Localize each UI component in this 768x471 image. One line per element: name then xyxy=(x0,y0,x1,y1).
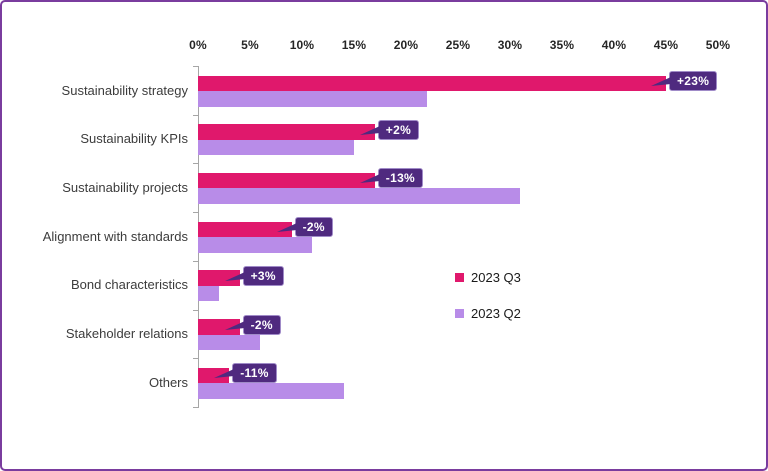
change-callout-label: +23% xyxy=(677,74,710,88)
change-callout-label: -11% xyxy=(240,366,269,381)
x-tick-label: 30% xyxy=(497,38,523,52)
callout-arrow-icon xyxy=(224,271,245,281)
y-axis-tick xyxy=(193,309,199,311)
category-label: Stakeholder relations xyxy=(65,326,188,341)
y-axis-tick xyxy=(193,66,199,67)
callout-arrow-icon xyxy=(224,320,245,330)
y-axis-tick xyxy=(193,358,199,360)
legend-item-q2: 2023 Q2 xyxy=(455,306,521,321)
bar-2023-q2 xyxy=(198,285,219,302)
change-callout: -2% xyxy=(224,314,281,335)
change-callout-label: -2% xyxy=(302,220,325,235)
legend-label-q3: 2023 Q3 xyxy=(471,270,521,285)
y-axis-tick xyxy=(193,114,199,116)
bar-2023-q3 xyxy=(198,367,230,384)
change-callout: -11% xyxy=(214,363,277,384)
bar-2023-q2 xyxy=(198,139,354,156)
bar-2023-q3 xyxy=(198,270,240,286)
legend: 2023 Q3 2023 Q2 xyxy=(455,270,521,321)
category-label: Sustainability KPIs xyxy=(80,131,188,147)
bar-2023-q2 xyxy=(198,188,521,204)
y-axis-tick xyxy=(193,212,199,214)
y-axis-tick xyxy=(193,260,199,262)
change-callout: -2% xyxy=(276,217,333,238)
callout-arrow-icon xyxy=(359,125,380,135)
change-callout-label: -2% xyxy=(250,317,273,332)
bar-2023-q3 xyxy=(198,75,666,91)
x-tick-label: 35% xyxy=(549,38,575,52)
change-callout: -13% xyxy=(359,168,424,189)
x-tick-label: 0% xyxy=(189,38,207,52)
x-tick-label: 15% xyxy=(341,38,367,52)
change-callout: +23% xyxy=(651,71,718,91)
legend-item-q3: 2023 Q3 xyxy=(455,270,521,285)
category-label: Others xyxy=(148,374,188,390)
change-callout-label: +3% xyxy=(250,268,276,283)
legend-swatch-q2-icon xyxy=(455,309,464,318)
bar-2023-q2 xyxy=(198,237,313,253)
x-tick-label: 50% xyxy=(705,38,731,52)
category-label: Sustainability strategy xyxy=(61,82,188,98)
change-callout: +2% xyxy=(359,119,420,140)
callout-arrow-icon xyxy=(359,174,380,184)
category-label: Alignment with standards xyxy=(42,228,188,244)
legend-label-q2: 2023 Q2 xyxy=(471,306,521,321)
x-tick-label: 5% xyxy=(241,38,259,52)
x-tick-label: 40% xyxy=(601,38,627,52)
callout-arrow-icon xyxy=(651,77,671,86)
bar-2023-q3 xyxy=(198,221,292,238)
legend-swatch-q3-icon xyxy=(455,273,464,282)
change-callout: +3% xyxy=(224,265,284,286)
bar-2023-q2 xyxy=(198,91,427,107)
category-label: Bond characteristics xyxy=(70,277,188,293)
x-tick-label: 20% xyxy=(393,38,419,52)
y-axis-tick xyxy=(193,163,199,165)
x-tick-label: 25% xyxy=(445,38,471,52)
y-axis-tick xyxy=(193,406,199,408)
change-callout-label: -13% xyxy=(385,171,416,186)
bar-2023-q2 xyxy=(198,383,344,399)
bar-2023-q3 xyxy=(198,172,375,189)
callout-arrow-icon xyxy=(214,369,235,379)
bar-2023-q3 xyxy=(198,319,240,335)
bar-2023-q3 xyxy=(198,124,375,140)
bar-2023-q2 xyxy=(198,334,261,350)
x-tick-label: 10% xyxy=(289,38,315,52)
category-label: Sustainability projects xyxy=(62,179,188,195)
change-callout-label: +2% xyxy=(385,122,412,137)
x-tick-label: 45% xyxy=(653,38,679,52)
callout-arrow-icon xyxy=(276,223,297,233)
